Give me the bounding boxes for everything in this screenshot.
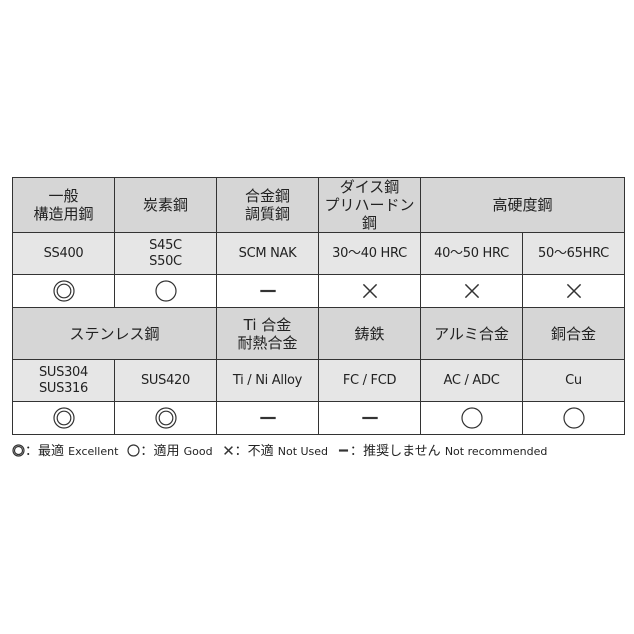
material-compatibility-table: 一般 構造用鋼 炭素鋼 合金鋼 調質鋼 ダイス鋼 プリハードン鋼 高硬度鋼 SS400 S…	[12, 177, 625, 435]
legend-jp: 推奨しません	[363, 444, 441, 459]
material-header: ステンレス鋼	[12, 307, 217, 360]
double-circle-icon	[154, 407, 177, 429]
material-header: 高硬度鋼	[420, 177, 625, 233]
legend-en: Not Used	[277, 445, 329, 458]
grade-label: 40～50 HRC	[434, 245, 509, 261]
grade-label: S45C S50C	[149, 237, 182, 269]
grade-cell: SUS304 SUS316	[12, 359, 115, 402]
circle-icon	[127, 444, 141, 457]
dash-icon	[216, 401, 319, 435]
grade-cell: SUS420	[114, 359, 217, 402]
circle-icon	[114, 274, 217, 308]
cross-icon	[522, 274, 625, 308]
grade-cell: 40～50 HRC	[420, 232, 523, 275]
cross-icon	[318, 274, 421, 308]
cross-icon	[566, 283, 581, 299]
material-label: 合金鋼 調質鋼	[244, 187, 290, 223]
circle-icon	[154, 280, 177, 302]
legend-jp: 適用	[153, 444, 180, 459]
cross-icon	[420, 274, 523, 308]
legend-en: Not recommended	[444, 445, 548, 458]
double-circle-icon	[52, 280, 75, 302]
grade-cell: AC / ADC	[420, 359, 523, 402]
grade-label: Ti / Ni Alloy	[232, 372, 303, 388]
double-circle-icon	[12, 444, 25, 457]
material-header: 炭素鋼	[114, 177, 217, 233]
material-label: 炭素鋼	[142, 196, 188, 214]
material-label: 銅合金	[550, 324, 596, 343]
legend-item-double-circle: ：最適 Excellent	[12, 444, 118, 459]
cross-icon	[362, 283, 377, 299]
grade-label: Cu	[565, 372, 582, 388]
legend-separator: ：	[140, 444, 154, 459]
legend-en: Excellent	[68, 445, 119, 458]
grade-cell: FC / FCD	[318, 359, 421, 402]
material-label: ステンレス鋼	[69, 324, 160, 343]
double-circle-icon	[12, 274, 115, 308]
grade-label: 30～40 HRC	[332, 245, 407, 261]
grade-cell: SS400	[12, 232, 115, 275]
grade-label: SCM NAK	[238, 245, 297, 261]
material-label: Ti 合金 耐熱合金	[237, 315, 298, 352]
legend-en: Good	[183, 445, 213, 458]
legend-item-circle: ：適用 Good	[127, 444, 213, 459]
legend-jp: 不適	[247, 444, 274, 459]
dash-icon	[216, 274, 319, 308]
material-header: アルミ合金	[420, 307, 523, 360]
circle-icon	[562, 407, 585, 429]
legend-separator: ：	[234, 444, 248, 459]
circle-icon	[522, 401, 625, 435]
circle-icon	[460, 407, 483, 429]
material-header-row-1: 一般 構造用鋼 炭素鋼 合金鋼 調質鋼 ダイス鋼 プリハードン鋼 高硬度鋼	[12, 177, 625, 233]
grade-label: SS400	[43, 245, 84, 261]
grade-cell: SCM NAK	[216, 232, 319, 275]
grade-cell: 50～65HRC	[522, 232, 625, 275]
double-circle-icon	[114, 401, 217, 435]
legend-item-cross: ：不適 Not Used	[222, 444, 328, 459]
material-header: 一般 構造用鋼	[12, 177, 115, 233]
cross-icon	[464, 283, 479, 299]
dash-icon	[337, 444, 350, 457]
material-label: 高硬度鋼	[492, 196, 553, 214]
circle-icon	[420, 401, 523, 435]
dash-icon	[318, 401, 421, 435]
material-header: ダイス鋼 プリハードン鋼	[318, 177, 421, 233]
cross-icon	[222, 444, 235, 457]
legend-jp: 最適	[38, 444, 65, 459]
dash-icon	[259, 289, 276, 293]
rating-row-1	[12, 274, 625, 308]
double-circle-icon	[12, 401, 115, 435]
grade-label: 50～65HRC	[538, 245, 609, 261]
grade-label: SUS420	[140, 372, 191, 388]
material-header: Ti 合金 耐熱合金	[216, 307, 319, 360]
material-header: 銅合金	[522, 307, 625, 360]
grade-row-1: SS400 S45C S50C SCM NAK 30～40 HRC 40～50 HRC 5…	[12, 232, 625, 275]
material-header: 合金鋼 調質鋼	[216, 177, 319, 233]
material-label: 一般 構造用鋼	[33, 187, 94, 223]
grade-cell: 30～40 HRC	[318, 232, 421, 275]
grade-row-2: SUS304 SUS316 SUS420 Ti / Ni Alloy FC / FCD…	[12, 359, 625, 402]
grade-cell: Cu	[522, 359, 625, 402]
legend-item-dash: ：推奨しません Not recommended	[337, 444, 547, 459]
rating-row-2	[12, 401, 625, 435]
grade-label: FC / FCD	[342, 372, 397, 388]
legend-separator: ：	[25, 444, 39, 459]
grade-cell: Ti / Ni Alloy	[216, 359, 319, 402]
material-header-row-2: ステンレス鋼 Ti 合金 耐熱合金 鋳鉄 アルミ合金 銅合金	[12, 307, 625, 360]
dash-icon	[259, 416, 276, 420]
grade-label: SUS304 SUS316	[38, 364, 89, 396]
legend: ：最適 Excellent ：適用 Good ：不適 Not Used ：推奨しません…	[12, 440, 556, 459]
dash-icon	[361, 416, 378, 420]
material-label: アルミ合金	[434, 324, 509, 343]
grade-cell: S45C S50C	[114, 232, 217, 275]
double-circle-icon	[52, 407, 75, 429]
grade-label: AC / ADC	[443, 372, 500, 388]
legend-separator: ：	[350, 444, 364, 459]
material-label: ダイス鋼 プリハードン鋼	[324, 178, 415, 232]
material-header: 鋳鉄	[318, 307, 421, 360]
material-label: 鋳鉄	[354, 324, 385, 343]
